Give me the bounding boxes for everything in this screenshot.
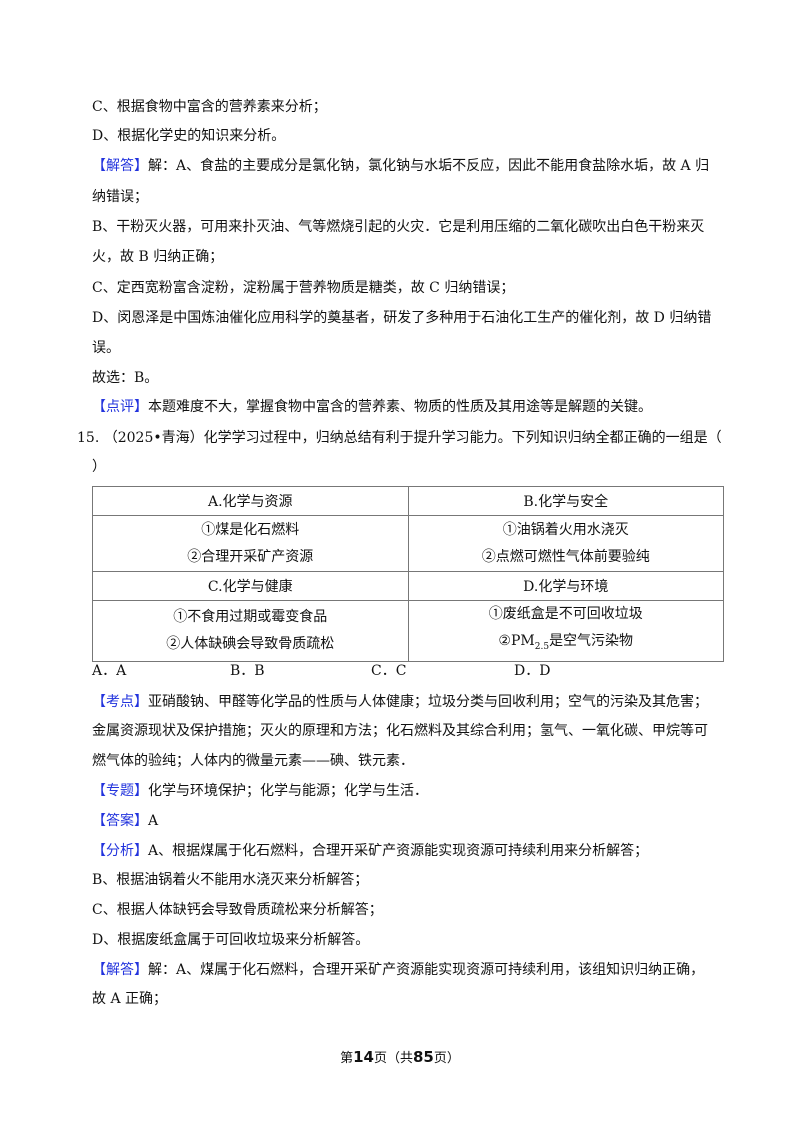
cell-d-title: D.化学与环境 [407, 571, 724, 601]
answer-options: A．A B．B C．C D．D [92, 661, 652, 681]
option-a: A．A [92, 663, 127, 679]
text-line: 金属资源现状及保护措施；灭火的原理和方法；化石燃料及其综合利用；氢气、一氧化碳、… [92, 721, 708, 741]
line-text: B、干粉灭火器，可用来扑灭油、气等燃烧引起的火灾．它是利用压缩的二氧化碳吹出白色… [92, 219, 705, 235]
text-line: 故 A 正确； [92, 989, 167, 1009]
cell-c-item-1: ①不食用过期或霉变食品 [173, 608, 328, 625]
text-line: B、干粉灭火器，可用来扑灭油、气等燃烧引起的火灾．它是利用压缩的二氧化碳吹出白色… [92, 217, 704, 237]
line-text: 故 A 正确； [92, 991, 168, 1007]
line-text: 误。 [92, 340, 120, 356]
text-line: 纳错误； [92, 187, 148, 207]
page-total: 85 [413, 1048, 434, 1066]
cell-a-item-2: ②合理开采矿产资源 [187, 548, 314, 565]
text-line: B、根据油锅着火不能用水浇灭来分析解答； [92, 870, 368, 890]
text-line: C、根据食物中富含的营养素来分析； [92, 97, 327, 117]
cell-a-title: A.化学与资源 [92, 486, 409, 516]
line-text: 化学与环境保护；化学与能源；化学与生活． [148, 783, 428, 799]
text-line: C、根据人体缺钙会导致骨质疏松来分析解答； [92, 900, 383, 920]
line-text: D、根据化学史的知识来分析。 [92, 128, 286, 144]
line-text: 解：A、食盐的主要成分是氯化钠，氯化钠与水垢不反应，因此不能用食盐除水垢，故 A… [148, 158, 710, 174]
line-text: A、根据煤属于化石燃料，合理开采矿产资源能实现资源可持续利用来分析解答； [148, 843, 649, 859]
section-label: 【考点】 [92, 694, 148, 710]
text-line: D、根据化学史的知识来分析。 [92, 126, 285, 146]
line-text: 本题难度不大，掌握食物中富含的营养素、物质的性质及其用途等是解题的关键。 [148, 399, 652, 415]
text-line: 【考点】亚硝酸钠、甲醛等化学品的性质与人体健康；垃圾分类与回收利用；空气的污染及… [92, 692, 708, 712]
text-line: 【专题】化学与环境保护；化学与能源；化学与生活． [92, 781, 428, 801]
section-label: 【解答】 [92, 962, 148, 978]
line-text: 燃气体的验纯；人体内的微量元素——碘、铁元素． [92, 753, 414, 769]
line-text: D、根据废纸盒属于可回收垃圾来分析解答。 [92, 932, 370, 948]
option-b: B．B [230, 663, 265, 679]
line-text: 火，故 B 归纳正确； [92, 249, 224, 265]
question-15-stem: 15. （2025•青海）化学学习过程中，归纳总结有利于提升学习能力。下列知识归… [77, 428, 722, 448]
line-text: C、根据人体缺钙会导致骨质疏松来分析解答； [92, 902, 383, 918]
line-text: 解：A、煤属于化石燃料，合理开采矿产资源能实现资源可持续利用，该组知识归纳正确， [148, 962, 705, 978]
cell-d-item-2: ②PM2.5是空气污染物 [498, 633, 634, 652]
cell-b-title: B.化学与安全 [407, 486, 724, 516]
section-label: 【分析】 [92, 843, 148, 859]
page-footer: 第14页（共85页） [340, 1048, 460, 1066]
question-paren-close: ） [92, 459, 106, 475]
text-line: C、定西宽粉富含淀粉，淀粉属于营养物质是糖类，故 C 归纳错误； [92, 278, 514, 298]
cell-b-body: ①油锅着火用水浇灭 ②点燃可燃性气体前要验纯 [407, 515, 724, 572]
text-line: 燃气体的验纯；人体内的微量元素——碘、铁元素． [92, 751, 414, 771]
line-text: 纳错误； [92, 189, 148, 205]
text-line: D、闵恩泽是中国炼油催化应用科学的奠基者，研发了多种用于石油化工生产的催化剂，故… [92, 308, 711, 328]
knowledge-table: A.化学与资源 B.化学与安全 ①煤是化石燃料 ②合理开采矿产资源 ①油锅着火用水… [92, 486, 724, 662]
text-line: 火，故 B 归纳正确； [92, 247, 223, 267]
cell-b-item-2: ②点燃可燃性气体前要验纯 [481, 548, 650, 565]
text-line: 【解答】解：A、食盐的主要成分是氯化钠，氯化钠与水垢不反应，因此不能用食盐除水垢… [92, 156, 709, 176]
line-text: 故选：B。 [92, 370, 159, 386]
option-c: C．C [371, 663, 407, 679]
question-text: （2025•青海）化学学习过程中，归纳总结有利于提升学习能力。下列知识归纳全都正… [103, 430, 722, 446]
text-line: 【分析】A、根据煤属于化石燃料，合理开采矿产资源能实现资源可持续利用来分析解答； [92, 841, 648, 861]
option-d: D．D [514, 663, 551, 679]
text-line: 【答案】A [92, 811, 158, 831]
cell-c-body: ①不食用过期或霉变食品 ②人体缺碘会导致骨质疏松 [92, 600, 409, 662]
text-line: 故选：B。 [92, 368, 158, 388]
text-line: 误。 [92, 338, 120, 358]
line-text: 亚硝酸钠、甲醛等化学品的性质与人体健康；垃圾分类与回收利用；空气的污染及其危害； [148, 694, 708, 710]
cell-d-item-1: ①废纸盒是不可回收垃圾 [488, 606, 643, 622]
cell-a-body: ①煤是化石燃料 ②合理开采矿产资源 [92, 515, 409, 572]
line-text: A [148, 813, 159, 829]
line-text: 金属资源现状及保护措施；灭火的原理和方法；化石燃料及其综合利用；氢气、一氧化碳、… [92, 723, 708, 739]
section-label: 【答案】 [92, 813, 148, 829]
line-text: D、闵恩泽是中国炼油催化应用科学的奠基者，研发了多种用于石油化工生产的催化剂，故… [92, 310, 712, 326]
text-line: 【解答】解：A、煤属于化石燃料，合理开采矿产资源能实现资源可持续利用，该组知识归… [92, 960, 704, 980]
section-label: 【点评】 [92, 399, 148, 415]
text-line: D、根据废纸盒属于可回收垃圾来分析解答。 [92, 930, 369, 950]
cell-c-item-2: ②人体缺碘会导致骨质疏松 [166, 635, 335, 652]
cell-d-body: ①废纸盒是不可回收垃圾 ②PM2.5是空气污染物 [407, 600, 724, 662]
cell-c-title: C.化学与健康 [92, 571, 409, 601]
section-label: 【解答】 [92, 158, 148, 174]
cell-a-item-1: ①煤是化石燃料 [201, 521, 300, 538]
line-text: C、根据食物中富含的营养素来分析； [92, 99, 327, 115]
question-number: 15. [77, 430, 100, 446]
cell-b-item-1: ①油锅着火用水浇灭 [502, 521, 629, 538]
text-line: 【点评】本题难度不大，掌握食物中富含的营养素、物质的性质及其用途等是解题的关键。 [92, 397, 652, 417]
section-label: 【专题】 [92, 783, 148, 799]
line-text: B、根据油锅着火不能用水浇灭来分析解答； [92, 872, 369, 888]
line-text: C、定西宽粉富含淀粉，淀粉属于营养物质是糖类，故 C 归纳错误； [92, 280, 515, 296]
page-number: 14 [353, 1048, 374, 1066]
